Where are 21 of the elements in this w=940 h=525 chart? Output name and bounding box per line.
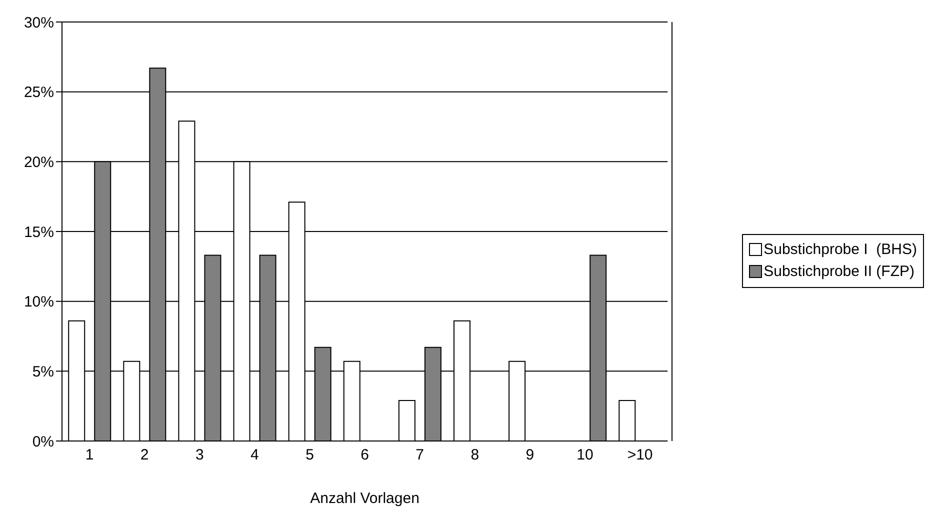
y-tick-label: 0%: [32, 433, 54, 450]
x-tick-label: 4: [250, 446, 259, 464]
x-tick-label: 5: [306, 446, 314, 464]
x-tick-label: 10: [576, 446, 594, 464]
x-axis-title: Anzahl Vorlagen: [310, 490, 420, 507]
x-tick-label: 7: [416, 446, 424, 464]
y-tick-label: 30%: [24, 14, 54, 32]
legend-label: Substichprobe II (FZP): [762, 262, 916, 282]
y-tick-label: 5%: [32, 363, 54, 380]
x-tick-label: 1: [85, 446, 94, 464]
x-tick-label: 3: [195, 446, 204, 464]
x-tick-label: >10: [627, 446, 653, 464]
y-tick-label: 15%: [24, 224, 54, 241]
x-tick-label: 8: [470, 446, 480, 464]
legend-label: Substichprobe I (BHS): [762, 240, 917, 260]
y-tick-label: 25%: [24, 84, 54, 102]
x-tick-label: 9: [526, 446, 534, 464]
y-tick-label: 20%: [24, 154, 54, 171]
x-tick-label: 2: [140, 446, 149, 464]
y-tick-label: 10%: [24, 294, 54, 311]
x-tick-label: 6: [360, 446, 369, 464]
